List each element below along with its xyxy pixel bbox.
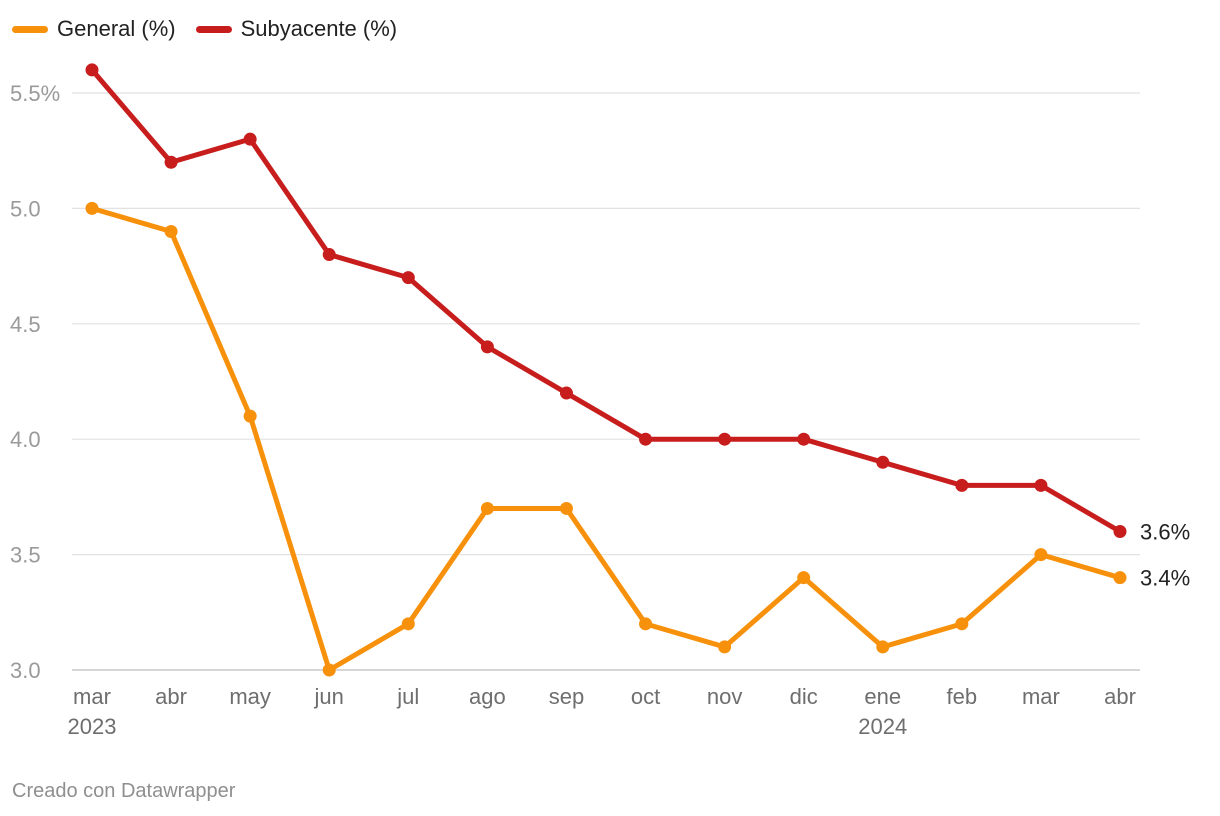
x-tick-label: abr	[155, 684, 187, 709]
data-point	[559, 501, 573, 515]
y-tick-label: 4.0	[10, 427, 41, 452]
x-tick-label: mar	[1022, 684, 1060, 709]
data-point	[85, 63, 99, 77]
data-point	[718, 640, 732, 654]
x-tick-label: dic	[790, 684, 818, 709]
x-tick-label: oct	[631, 684, 660, 709]
y-tick-label: 3.5	[10, 543, 41, 568]
x-year-label: 2024	[858, 714, 907, 739]
data-point	[164, 224, 178, 238]
data-point	[876, 455, 890, 469]
data-point	[955, 478, 969, 492]
legend-swatch-subyacente	[195, 25, 232, 33]
legend-item-subyacente: Subyacente (%)	[195, 16, 398, 42]
x-year-label: 2023	[68, 714, 117, 739]
data-point	[718, 432, 732, 446]
data-point	[322, 248, 336, 262]
data-point	[480, 501, 494, 515]
x-tick-label: abr	[1104, 684, 1136, 709]
data-point	[797, 571, 811, 585]
x-tick-label: nov	[707, 684, 742, 709]
x-tick-label: feb	[947, 684, 978, 709]
data-point	[1113, 571, 1127, 585]
y-tick-label: 3.0	[10, 658, 41, 683]
x-tick-label: may	[229, 684, 271, 709]
y-tick-label: 5.0	[10, 196, 41, 221]
legend-swatch-general	[12, 25, 48, 33]
data-point	[480, 340, 494, 354]
data-point	[164, 155, 178, 169]
legend-label-general: General (%)	[57, 16, 176, 41]
end-value-label: 3.6%	[1140, 520, 1190, 545]
chart-legend: General (%) Subyacente (%)	[12, 16, 397, 42]
x-tick-label: jul	[396, 684, 419, 709]
x-tick-label: ago	[469, 684, 506, 709]
series-line	[89, 67, 1123, 535]
legend-label-subyacente: Subyacente (%)	[240, 16, 398, 41]
datawrapper-credit: Creado con Datawrapper	[12, 780, 236, 802]
y-tick-label: 5.5%	[10, 81, 60, 106]
x-tick-label: mar	[73, 684, 111, 709]
data-point	[401, 271, 415, 285]
data-point	[243, 409, 257, 423]
data-point	[559, 386, 573, 400]
data-point	[797, 432, 811, 446]
data-point	[401, 617, 415, 631]
data-point	[322, 663, 336, 677]
data-point	[243, 132, 257, 146]
legend-item-general: General (%)	[12, 16, 176, 42]
y-tick-label: 4.5	[10, 312, 41, 337]
data-point	[876, 640, 890, 654]
data-point	[1113, 525, 1127, 539]
x-tick-label: jun	[314, 684, 344, 709]
data-point	[1034, 548, 1048, 562]
series-line	[89, 205, 1123, 673]
data-point	[639, 432, 653, 446]
data-point	[639, 617, 653, 631]
data-point	[85, 201, 99, 215]
data-point	[1034, 478, 1048, 492]
data-point	[955, 617, 969, 631]
end-value-label: 3.4%	[1140, 566, 1190, 591]
x-tick-label: ene	[864, 684, 901, 709]
x-tick-label: sep	[549, 684, 584, 709]
